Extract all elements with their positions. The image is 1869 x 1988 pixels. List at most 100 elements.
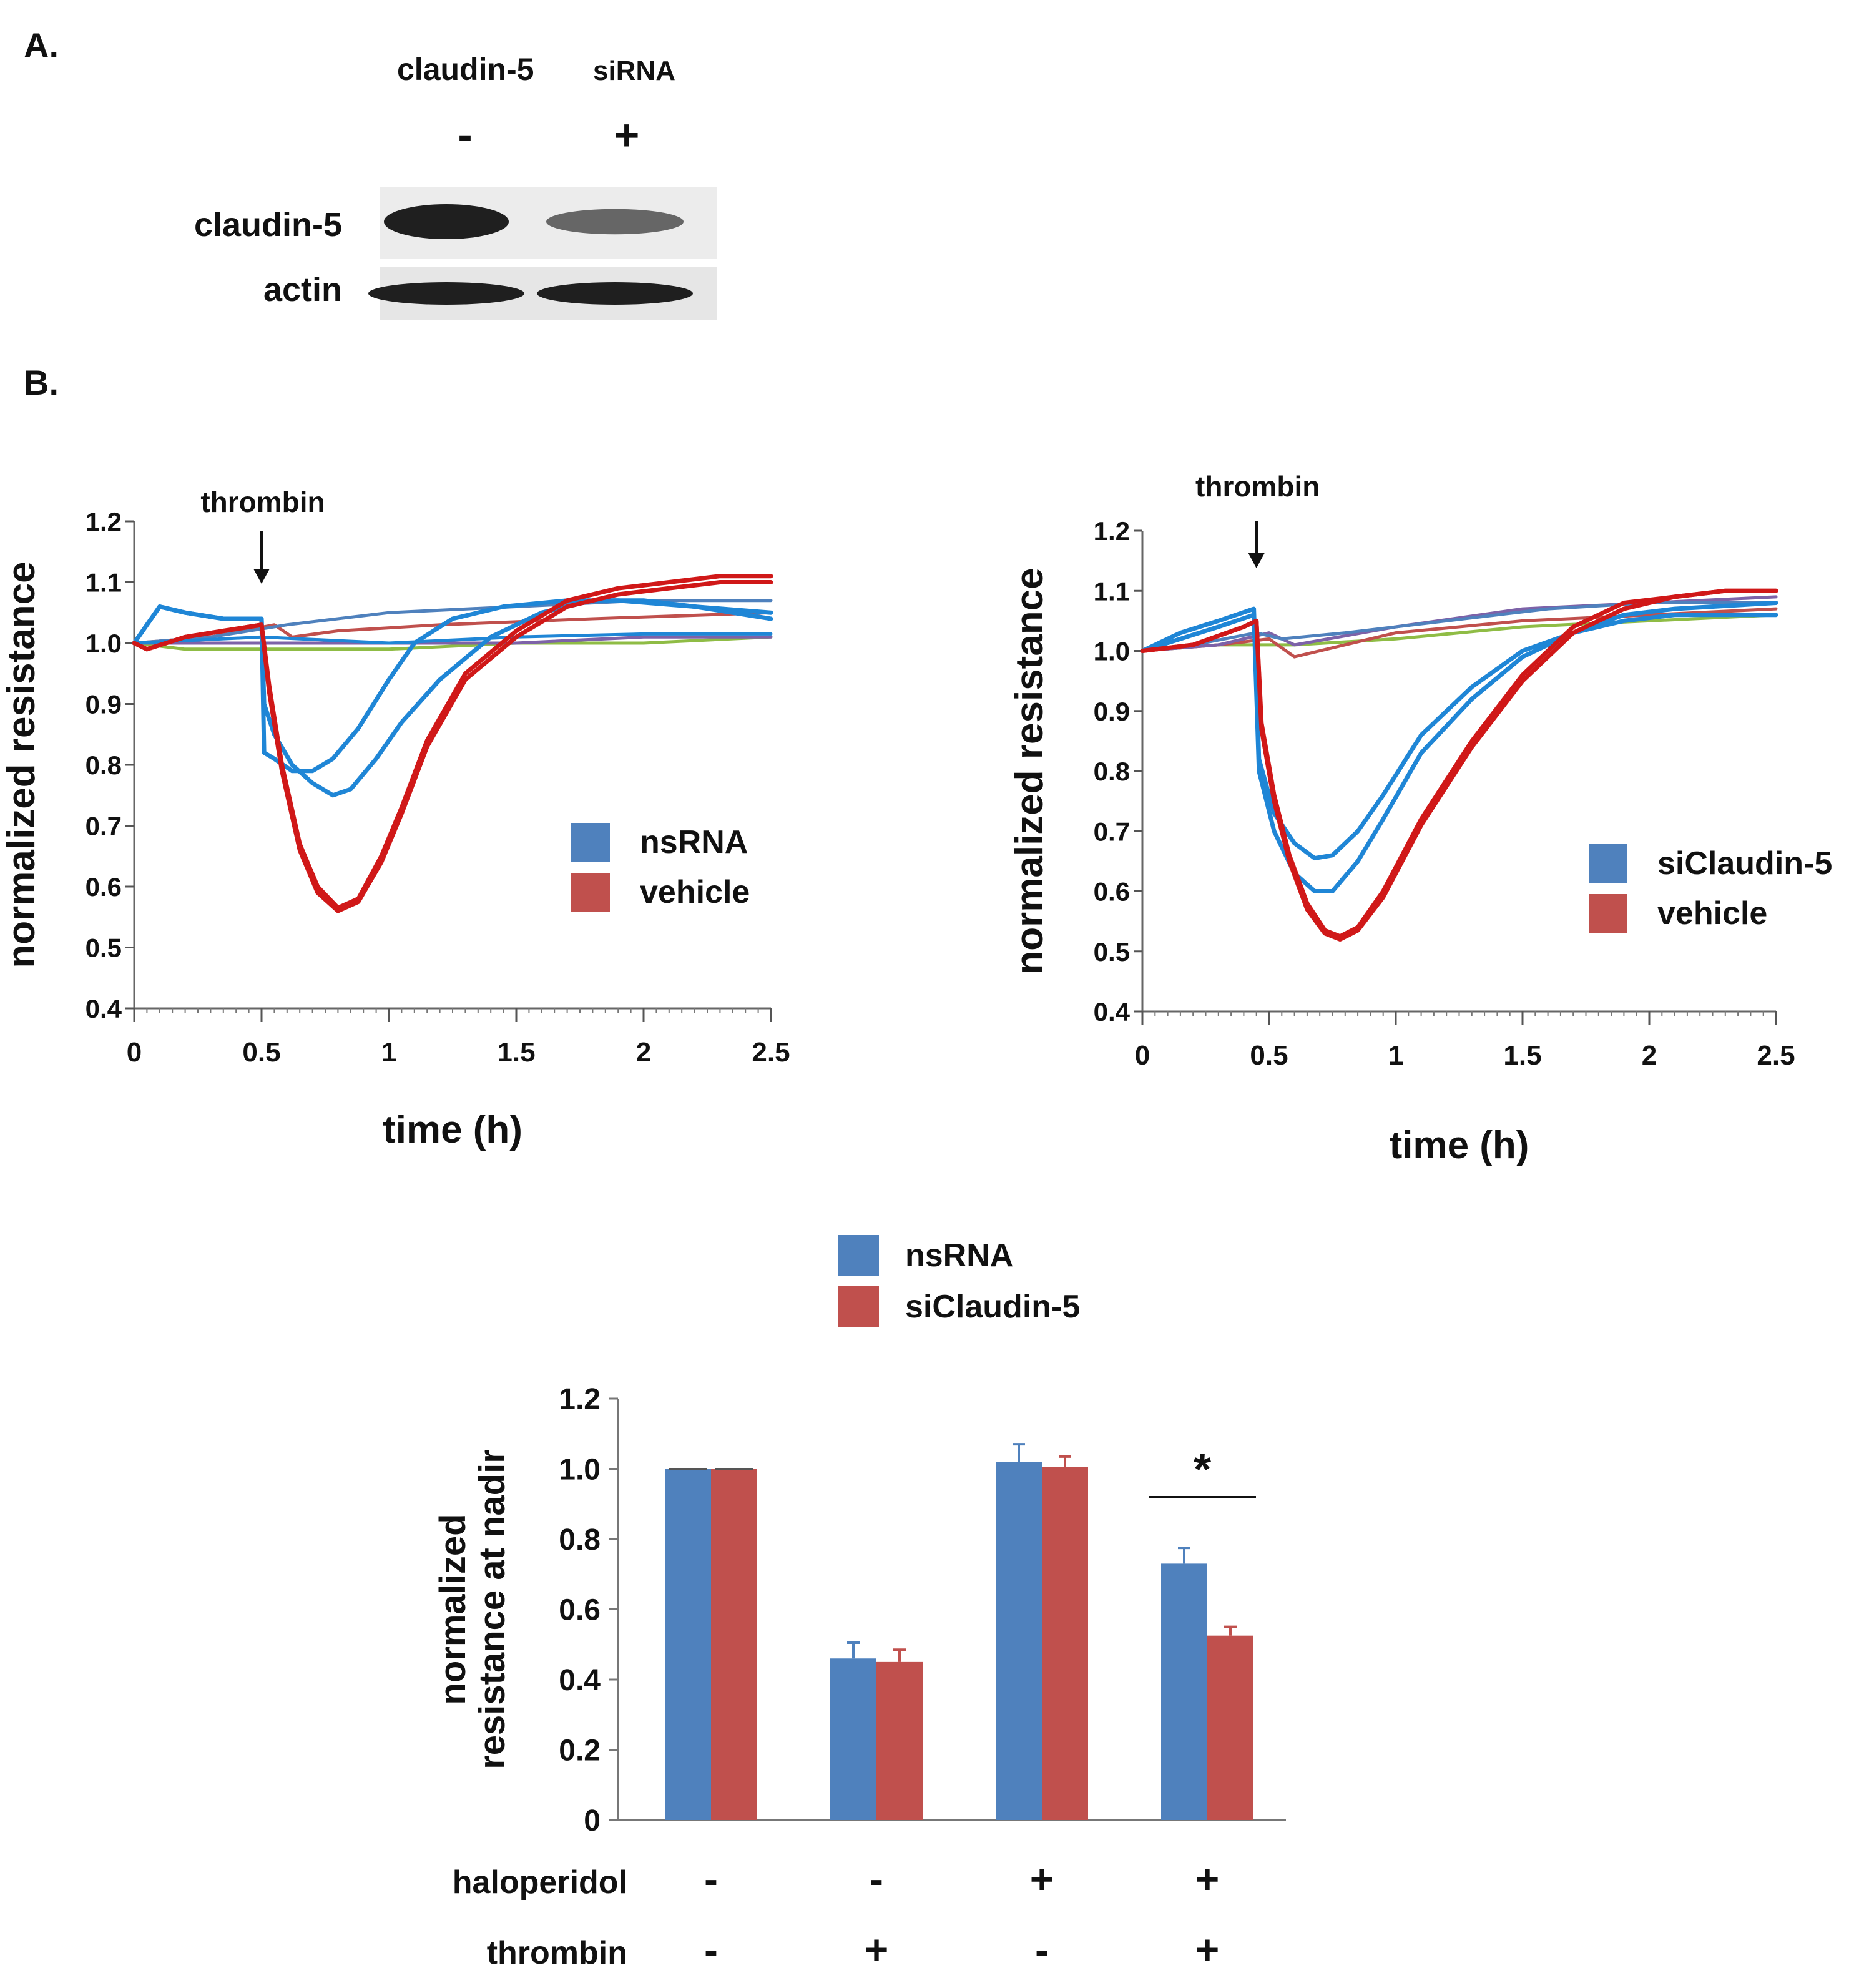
bar-legend-label-1: nsRNA bbox=[905, 1238, 1013, 1274]
y-tick-label: 0.8 bbox=[86, 750, 122, 780]
bar-y-tick-label: 0.2 bbox=[559, 1735, 601, 1768]
condition-thrombin-4: + bbox=[1195, 1926, 1220, 1972]
y-tick-label: 0.5 bbox=[86, 933, 122, 963]
x-tick-label: 2.5 bbox=[752, 1037, 790, 1068]
legend-swatch-1 bbox=[571, 823, 610, 862]
legend-label-2: vehicle bbox=[640, 874, 750, 910]
y-tick-label: 0.6 bbox=[86, 872, 122, 902]
legend-swatch-2 bbox=[571, 873, 610, 912]
blot-lane-plus: + bbox=[614, 111, 640, 159]
x-tick-label: 0.5 bbox=[242, 1037, 280, 1068]
legend-label-2: vehicle bbox=[1657, 895, 1767, 932]
bar-y-tick-label: 1.2 bbox=[559, 1383, 601, 1416]
blot-band-claudin-lane2 bbox=[546, 209, 684, 235]
bar-y-tick-label: 0.8 bbox=[559, 1523, 601, 1557]
panel-label-a: A. bbox=[24, 26, 59, 65]
condition-haloperidol-3: + bbox=[1030, 1856, 1054, 1902]
y-tick-label: 0.8 bbox=[1094, 757, 1130, 786]
x-tick-label: 0 bbox=[1135, 1040, 1150, 1071]
thrombin-arrow-head bbox=[253, 569, 270, 584]
x-tick-label: 2.5 bbox=[1757, 1040, 1795, 1071]
y-axis-label: normalized resistance bbox=[1008, 568, 1051, 974]
condition-label-haloperidol: haloperidol bbox=[453, 1864, 627, 1901]
y-tick-label: 1.0 bbox=[86, 629, 122, 658]
condition-label-thrombin: thrombin bbox=[487, 1935, 627, 1971]
line-chart-siclaudin: 0 0.5 1 1.5 2 2.5 0.4 0.5 0.6 0.7 0.8 0.9 1.0 1.1 1.2 t… bbox=[1008, 470, 1832, 1167]
condition-haloperidol-4: + bbox=[1195, 1856, 1220, 1902]
condition-thrombin-1: - bbox=[704, 1926, 718, 1972]
bar-y-tick-label: 0.4 bbox=[559, 1664, 601, 1697]
x-tick-label: 1 bbox=[381, 1037, 396, 1068]
blot-row-label-claudin: claudin-5 bbox=[194, 206, 342, 244]
x-axis-label: time (h) bbox=[383, 1108, 522, 1151]
y-tick-label: 1.2 bbox=[86, 507, 122, 536]
blot-band-claudin-lane1 bbox=[384, 204, 509, 239]
bar-legend-swatch-1 bbox=[838, 1235, 879, 1276]
blot-band-actin-lane2 bbox=[537, 282, 693, 305]
line-chart-nsrna: 0 0.5 1 1.5 2 2.5 0.4 0.5 0.6 0.7 0.8 0.9 1.0 1.1 1.2 t… bbox=[0, 486, 790, 1151]
blot-header-reagent: siRNA bbox=[593, 56, 675, 86]
y-tick-label: 0.4 bbox=[1094, 997, 1131, 1026]
x-tick-label: 1.5 bbox=[497, 1037, 535, 1068]
y-axis-label: normalized resistance bbox=[0, 561, 43, 968]
bar-y-tick-label: 1.0 bbox=[559, 1454, 601, 1487]
x-tick-label: 0 bbox=[127, 1037, 142, 1068]
condition-haloperidol-1: - bbox=[704, 1856, 718, 1902]
y-tick-label: 0.9 bbox=[86, 690, 122, 719]
y-tick-label: 0.9 bbox=[1094, 697, 1130, 726]
bar-nsrna-3 bbox=[996, 1462, 1042, 1820]
bar-siclaudin-5-1 bbox=[711, 1469, 757, 1820]
bar-legend-label-2: siClaudin-5 bbox=[905, 1289, 1080, 1325]
y-tick-label: 0.6 bbox=[1094, 877, 1130, 907]
bar-nsrna-2 bbox=[830, 1658, 876, 1820]
series-line-9 bbox=[132, 635, 773, 651]
bar-nsrna-1 bbox=[665, 1469, 711, 1820]
bar-chart-nadir: nsRNA siClaudin-5 0 0.2 0.4 0.6 0.8 1.0 1.2 norma… bbox=[433, 1235, 1286, 1972]
bar-y-tick-label: 0 bbox=[584, 1804, 601, 1838]
legend-label-1: siClaudin-5 bbox=[1657, 845, 1832, 882]
thrombin-arrow-head bbox=[1248, 553, 1265, 568]
legend-label-1: nsRNA bbox=[640, 824, 748, 860]
series-line-1 bbox=[132, 574, 773, 910]
series-line-1 bbox=[1140, 588, 1778, 939]
bar-nsrna-4 bbox=[1161, 1563, 1207, 1820]
bar-siclaudin-5-3 bbox=[1042, 1467, 1088, 1820]
bar-y-axis-label-line2: resistance at nadir bbox=[472, 1449, 513, 1769]
bar-siclaudin-5-4 bbox=[1207, 1635, 1253, 1820]
x-tick-label: 1 bbox=[1388, 1040, 1403, 1071]
y-tick-label: 0.7 bbox=[1094, 817, 1130, 846]
series-line-4 bbox=[132, 598, 773, 774]
blot-header-target: claudin-5 bbox=[397, 52, 534, 87]
bar-y-tick-label: 0.6 bbox=[559, 1594, 601, 1627]
significance-star: * bbox=[1194, 1445, 1211, 1495]
western-blot: claudin-5 siRNA - + claudin-5 actin bbox=[194, 52, 717, 320]
condition-thrombin-2: + bbox=[865, 1926, 889, 1972]
y-tick-label: 0.5 bbox=[1094, 937, 1130, 967]
bar-legend-swatch-2 bbox=[838, 1286, 879, 1327]
bar-y-axis-label-line1: normalized bbox=[433, 1513, 473, 1705]
legend-swatch-2 bbox=[1589, 894, 1627, 933]
y-tick-label: 0.7 bbox=[86, 812, 122, 841]
y-tick-label: 0.4 bbox=[86, 994, 122, 1023]
condition-haloperidol-2: - bbox=[870, 1856, 883, 1902]
blot-row-label-actin: actin bbox=[263, 271, 342, 308]
thrombin-annotation: thrombin bbox=[200, 486, 325, 518]
y-tick-label: 1.1 bbox=[1094, 576, 1130, 606]
x-tick-label: 2 bbox=[636, 1037, 651, 1068]
blot-band-actin-lane1 bbox=[368, 282, 524, 305]
blot-lane-minus: - bbox=[458, 111, 472, 159]
series-line-6 bbox=[132, 635, 773, 645]
x-tick-label: 1.5 bbox=[1503, 1040, 1541, 1071]
y-tick-label: 1.1 bbox=[86, 568, 122, 598]
series-line-5 bbox=[132, 632, 773, 645]
y-tick-label: 1.2 bbox=[1094, 516, 1130, 546]
x-axis-label: time (h) bbox=[1390, 1124, 1529, 1167]
thrombin-annotation: thrombin bbox=[1195, 470, 1320, 503]
x-tick-label: 0.5 bbox=[1250, 1040, 1288, 1071]
condition-thrombin-3: - bbox=[1035, 1926, 1049, 1972]
y-tick-label: 1.0 bbox=[1094, 637, 1130, 666]
panel-label-b: B. bbox=[24, 363, 59, 402]
legend-swatch-1 bbox=[1589, 844, 1627, 883]
x-tick-label: 2 bbox=[1642, 1040, 1657, 1071]
